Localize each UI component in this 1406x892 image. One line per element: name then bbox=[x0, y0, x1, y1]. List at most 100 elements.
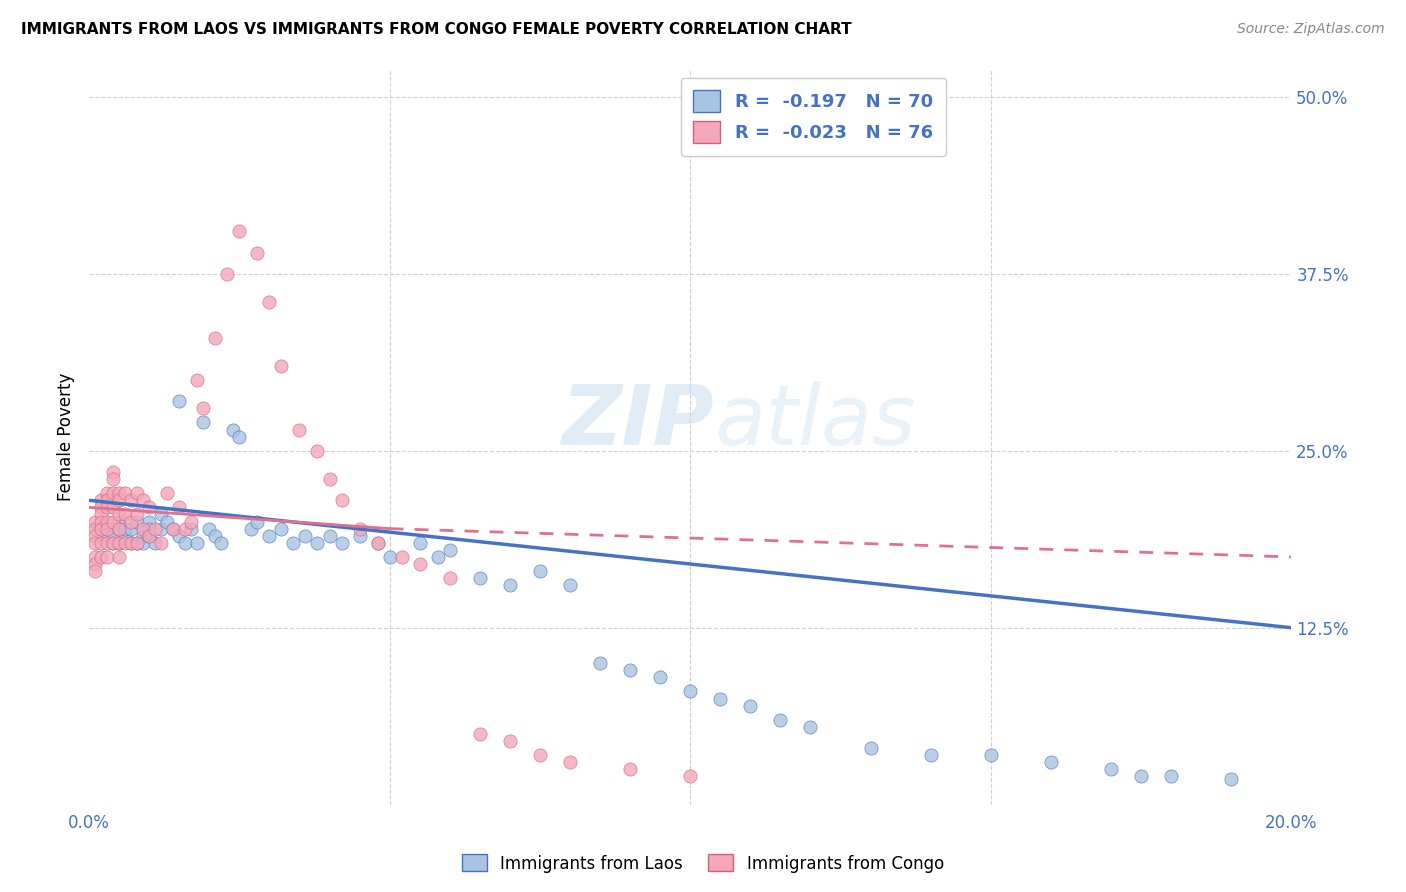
Point bbox=[150, 522, 173, 536]
Point bbox=[270, 359, 292, 373]
Point bbox=[270, 522, 292, 536]
Point bbox=[246, 245, 269, 260]
Point bbox=[162, 522, 184, 536]
Point bbox=[174, 522, 197, 536]
Point bbox=[558, 578, 581, 592]
Point bbox=[349, 529, 371, 543]
Point bbox=[349, 522, 371, 536]
Point bbox=[96, 493, 118, 508]
Point bbox=[259, 529, 281, 543]
Point bbox=[378, 549, 401, 564]
Point bbox=[84, 564, 107, 578]
Point bbox=[84, 549, 107, 564]
Point bbox=[209, 535, 232, 549]
Point bbox=[217, 267, 239, 281]
Point bbox=[162, 522, 184, 536]
Point bbox=[367, 535, 389, 549]
Point bbox=[186, 535, 208, 549]
Point bbox=[318, 472, 340, 486]
Point bbox=[439, 571, 461, 585]
Point bbox=[84, 557, 107, 571]
Point bbox=[120, 515, 142, 529]
Point bbox=[409, 557, 432, 571]
Point bbox=[679, 684, 702, 698]
Point bbox=[529, 564, 551, 578]
Point bbox=[127, 535, 149, 549]
Point bbox=[96, 535, 118, 549]
Point bbox=[1220, 772, 1243, 787]
Point bbox=[138, 500, 160, 515]
Point bbox=[138, 515, 160, 529]
Point bbox=[90, 535, 112, 549]
Text: Source: ZipAtlas.com: Source: ZipAtlas.com bbox=[1237, 22, 1385, 37]
Point bbox=[439, 542, 461, 557]
Point bbox=[101, 500, 124, 515]
Point bbox=[198, 522, 221, 536]
Text: ZIP: ZIP bbox=[561, 382, 714, 462]
Point bbox=[138, 529, 160, 543]
Legend: R =  -0.197   N = 70, R =  -0.023   N = 76: R = -0.197 N = 70, R = -0.023 N = 76 bbox=[681, 78, 946, 156]
Point bbox=[114, 522, 136, 536]
Point bbox=[240, 522, 263, 536]
Text: IMMIGRANTS FROM LAOS VS IMMIGRANTS FROM CONGO FEMALE POVERTY CORRELATION CHART: IMMIGRANTS FROM LAOS VS IMMIGRANTS FROM … bbox=[21, 22, 852, 37]
Point bbox=[114, 529, 136, 543]
Point bbox=[409, 535, 432, 549]
Text: atlas: atlas bbox=[714, 382, 915, 462]
Point bbox=[84, 515, 107, 529]
Y-axis label: Female Poverty: Female Poverty bbox=[58, 373, 75, 500]
Point bbox=[127, 486, 149, 500]
Point bbox=[307, 535, 329, 549]
Point bbox=[143, 522, 166, 536]
Point bbox=[108, 486, 131, 500]
Point bbox=[246, 515, 269, 529]
Point bbox=[558, 755, 581, 769]
Point bbox=[120, 535, 142, 549]
Point bbox=[90, 493, 112, 508]
Point bbox=[84, 535, 107, 549]
Point bbox=[96, 515, 118, 529]
Point bbox=[330, 535, 353, 549]
Point bbox=[1130, 769, 1153, 783]
Point bbox=[96, 549, 118, 564]
Point bbox=[204, 330, 226, 344]
Point bbox=[132, 535, 155, 549]
Point bbox=[108, 535, 131, 549]
Point bbox=[84, 529, 107, 543]
Point bbox=[294, 529, 316, 543]
Point bbox=[96, 500, 118, 515]
Point bbox=[859, 741, 882, 756]
Point bbox=[108, 522, 131, 536]
Point bbox=[90, 515, 112, 529]
Point bbox=[101, 515, 124, 529]
Point bbox=[499, 734, 522, 748]
Point bbox=[589, 656, 612, 670]
Point bbox=[391, 549, 413, 564]
Point bbox=[138, 529, 160, 543]
Point bbox=[114, 535, 136, 549]
Point bbox=[330, 493, 353, 508]
Point bbox=[180, 522, 202, 536]
Point bbox=[143, 535, 166, 549]
Point bbox=[468, 571, 491, 585]
Point bbox=[156, 486, 179, 500]
Point bbox=[101, 472, 124, 486]
Point bbox=[650, 670, 672, 684]
Point bbox=[132, 522, 155, 536]
Point bbox=[120, 493, 142, 508]
Point bbox=[90, 522, 112, 536]
Point bbox=[114, 508, 136, 522]
Point bbox=[108, 549, 131, 564]
Point bbox=[318, 529, 340, 543]
Point bbox=[167, 500, 190, 515]
Point bbox=[288, 423, 311, 437]
Point bbox=[740, 698, 762, 713]
Point bbox=[193, 401, 215, 416]
Point bbox=[84, 522, 107, 536]
Point bbox=[150, 535, 173, 549]
Point bbox=[120, 522, 142, 536]
Point bbox=[132, 493, 155, 508]
Point bbox=[619, 762, 641, 776]
Point bbox=[96, 522, 118, 536]
Point bbox=[108, 508, 131, 522]
Point bbox=[529, 748, 551, 763]
